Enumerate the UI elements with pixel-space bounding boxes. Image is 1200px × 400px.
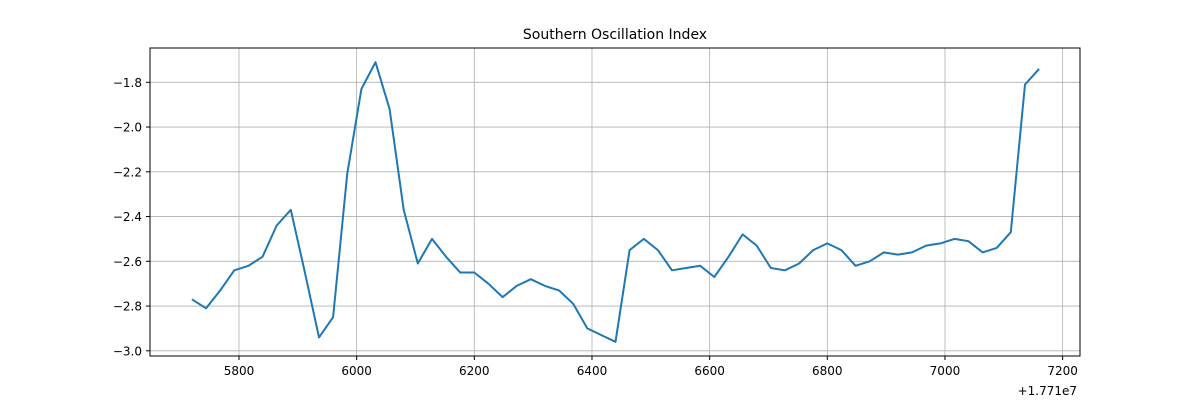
x-tick-label: 6800 — [812, 364, 843, 378]
y-axis: −3.0 −2.8 −2.6 −2.4 −2.2 −2.0 −1.8 — [113, 76, 150, 358]
y-tick-label: −2.8 — [113, 300, 142, 314]
chart-title: Southern Oscillation Index — [523, 27, 707, 43]
x-axis: 5800 6000 6200 6400 6600 6800 7000 7200 — [224, 356, 1078, 378]
y-tick-label: −3.0 — [113, 344, 142, 358]
y-tick-label: −2.6 — [113, 255, 142, 269]
x-tick-label: 7000 — [930, 364, 961, 378]
x-tick-label: 6400 — [577, 364, 608, 378]
x-tick-label: 6600 — [694, 364, 725, 378]
x-offset-label: +1.771e7 — [1018, 384, 1077, 398]
y-tick-label: −2.0 — [113, 121, 142, 135]
y-tick-label: −1.8 — [113, 76, 142, 90]
grid-lines — [150, 48, 1080, 356]
y-tick-label: −2.4 — [113, 210, 142, 224]
plot-frame — [149, 47, 1081, 357]
x-tick-label: 5800 — [224, 364, 255, 378]
y-tick-label: −2.2 — [113, 165, 142, 179]
data-line — [191, 61, 1040, 343]
x-tick-label: 7200 — [1047, 364, 1078, 378]
x-tick-label: 6000 — [341, 364, 372, 378]
x-tick-label: 6200 — [459, 364, 490, 378]
